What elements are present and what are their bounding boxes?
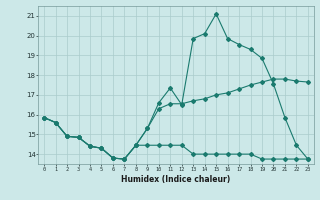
X-axis label: Humidex (Indice chaleur): Humidex (Indice chaleur)	[121, 175, 231, 184]
